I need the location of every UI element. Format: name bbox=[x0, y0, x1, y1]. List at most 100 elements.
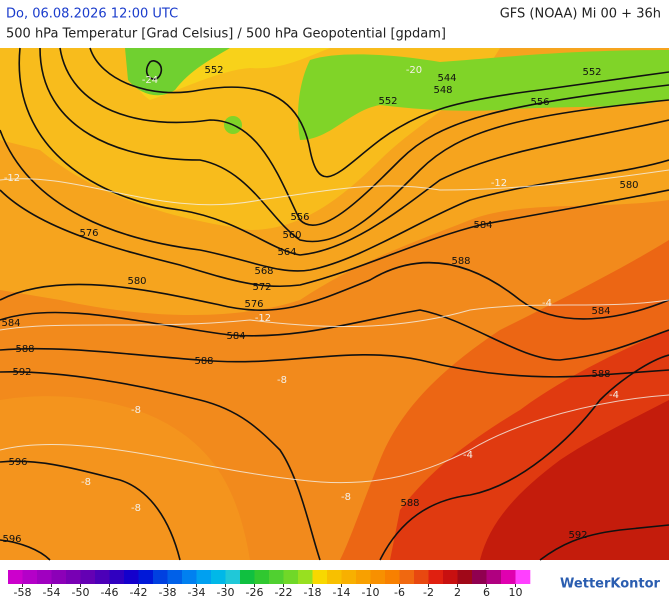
colorbar-label: 2 bbox=[454, 586, 461, 599]
contour-label: 544 bbox=[437, 73, 456, 84]
colorbar-swatch bbox=[37, 570, 52, 584]
colorbar-label: -50 bbox=[72, 586, 90, 599]
contour-label: 596 bbox=[8, 457, 27, 468]
colorbar-swatch bbox=[501, 570, 516, 584]
contour-label: 588 bbox=[591, 369, 610, 380]
colorbar-swatch bbox=[254, 570, 270, 584]
colorbar-swatch bbox=[153, 570, 168, 584]
colorbar-label: -18 bbox=[304, 586, 322, 599]
colorbar-label: 10 bbox=[509, 586, 523, 599]
isotherm-label: -24 bbox=[142, 75, 158, 86]
contour-label: 580 bbox=[127, 276, 146, 287]
contour-label: 548 bbox=[433, 85, 452, 96]
model-run: GFS (NOAA) Mi 00 + 36h bbox=[500, 7, 661, 22]
colorbar-swatch bbox=[443, 570, 458, 584]
subtitle: 500 hPa Temperatur [Grad Celsius] / 500 … bbox=[6, 27, 446, 42]
colorbar-swatch bbox=[196, 570, 212, 584]
colorbar-swatch bbox=[95, 570, 110, 584]
colorbar-label: -46 bbox=[101, 586, 119, 599]
colorbar-swatch bbox=[428, 570, 444, 584]
colorbar-swatch bbox=[240, 570, 255, 584]
colorbar-swatch bbox=[385, 570, 400, 584]
isotherm-label: -12 bbox=[491, 178, 507, 189]
isotherm-label: -4 bbox=[463, 450, 473, 461]
contour-label: 552 bbox=[582, 67, 601, 78]
contour-label: 576 bbox=[79, 228, 98, 239]
contour-label: 572 bbox=[252, 282, 271, 293]
map-field bbox=[0, 48, 669, 560]
contour-label: 580 bbox=[619, 180, 638, 191]
colorbar-swatch bbox=[124, 570, 139, 584]
colorbar: -58 -54 -50 -46 -42 -38 -34 -30 -26 -22 -18 -14 -10-… bbox=[8, 570, 531, 599]
colorbar-swatch bbox=[269, 570, 284, 584]
isotherm-label: -4 bbox=[609, 390, 619, 401]
isotherm-label: -8 bbox=[81, 477, 91, 488]
contour-label: 576 bbox=[244, 299, 263, 310]
colorbar-swatch bbox=[211, 570, 226, 584]
contour-label: 564 bbox=[277, 247, 296, 258]
contour-label: 588 bbox=[15, 344, 34, 355]
colorbar-label: -14 bbox=[333, 586, 351, 599]
colorbar-label: -10 bbox=[362, 586, 380, 599]
contour-label: 584 bbox=[226, 331, 245, 342]
colorbar-swatch bbox=[8, 570, 23, 584]
colorbar-swatch bbox=[109, 570, 125, 584]
isotherm-label: -8 bbox=[131, 405, 141, 416]
contour-label: 588 bbox=[194, 356, 213, 367]
colorbar-swatch bbox=[472, 570, 487, 584]
colorbar-swatch bbox=[370, 570, 386, 584]
colorbar-label: -54 bbox=[43, 586, 61, 599]
colorbar-swatch bbox=[182, 570, 197, 584]
colorbar-swatch bbox=[22, 570, 38, 584]
contour-label: 588 bbox=[400, 498, 419, 509]
contour-label: 588 bbox=[451, 256, 470, 267]
colorbar-label: 6 bbox=[483, 586, 490, 599]
contour-label: 592 bbox=[568, 530, 587, 541]
colorbar-swatch bbox=[167, 570, 183, 584]
colorbar-swatch bbox=[356, 570, 371, 584]
contour-label: 584 bbox=[591, 306, 610, 317]
colorbar-swatch bbox=[298, 570, 313, 584]
contour-label: 552 bbox=[378, 96, 397, 107]
colorbar-swatch bbox=[80, 570, 96, 584]
contour-label: 596 bbox=[2, 534, 21, 545]
isotherms bbox=[0, 169, 669, 484]
contour-label: 556 bbox=[530, 97, 549, 108]
colorbar-swatch bbox=[283, 570, 299, 584]
contour-label: 584 bbox=[473, 220, 492, 231]
contour-label: 556 bbox=[290, 212, 309, 223]
colorbar-label: -30 bbox=[217, 586, 235, 599]
isotherm-label: -4 bbox=[542, 298, 552, 309]
colorbar-label: -58 bbox=[14, 586, 32, 599]
colorbar-label: -6 bbox=[394, 586, 405, 599]
contour-label: 552 bbox=[204, 65, 223, 76]
colorbar-label: -22 bbox=[275, 586, 293, 599]
colorbar-swatch bbox=[515, 570, 531, 584]
isotherm-label: -20 bbox=[406, 65, 422, 76]
contour-label: 584 bbox=[1, 318, 20, 329]
date: Do, 06.08.2026 12:00 UTC bbox=[6, 7, 178, 22]
isotherm-label: -8 bbox=[277, 375, 287, 386]
colorbar-swatch bbox=[51, 570, 67, 584]
colorbar-swatch bbox=[327, 570, 342, 584]
colorbar-label: -26 bbox=[246, 586, 264, 599]
isotherm-label: -8 bbox=[131, 503, 141, 514]
colorbar-swatch bbox=[225, 570, 241, 584]
isotherm-label: -8 bbox=[341, 492, 351, 503]
colorbar-label: -2 bbox=[423, 586, 434, 599]
isotherm-label: -12 bbox=[255, 313, 271, 324]
contour-label: 592 bbox=[12, 367, 31, 378]
colorbar-swatch bbox=[486, 570, 502, 584]
colorbar-swatch bbox=[138, 570, 154, 584]
colorbar-label: -42 bbox=[130, 586, 148, 599]
colorbar-swatch bbox=[457, 570, 473, 584]
contour-label: 560 bbox=[282, 230, 301, 241]
colorbar-swatch bbox=[341, 570, 357, 584]
colorbar-swatch bbox=[312, 570, 328, 584]
colorbar-label: -34 bbox=[188, 586, 206, 599]
colorbar-swatch bbox=[399, 570, 415, 584]
geopotential-contours bbox=[0, 47, 669, 561]
